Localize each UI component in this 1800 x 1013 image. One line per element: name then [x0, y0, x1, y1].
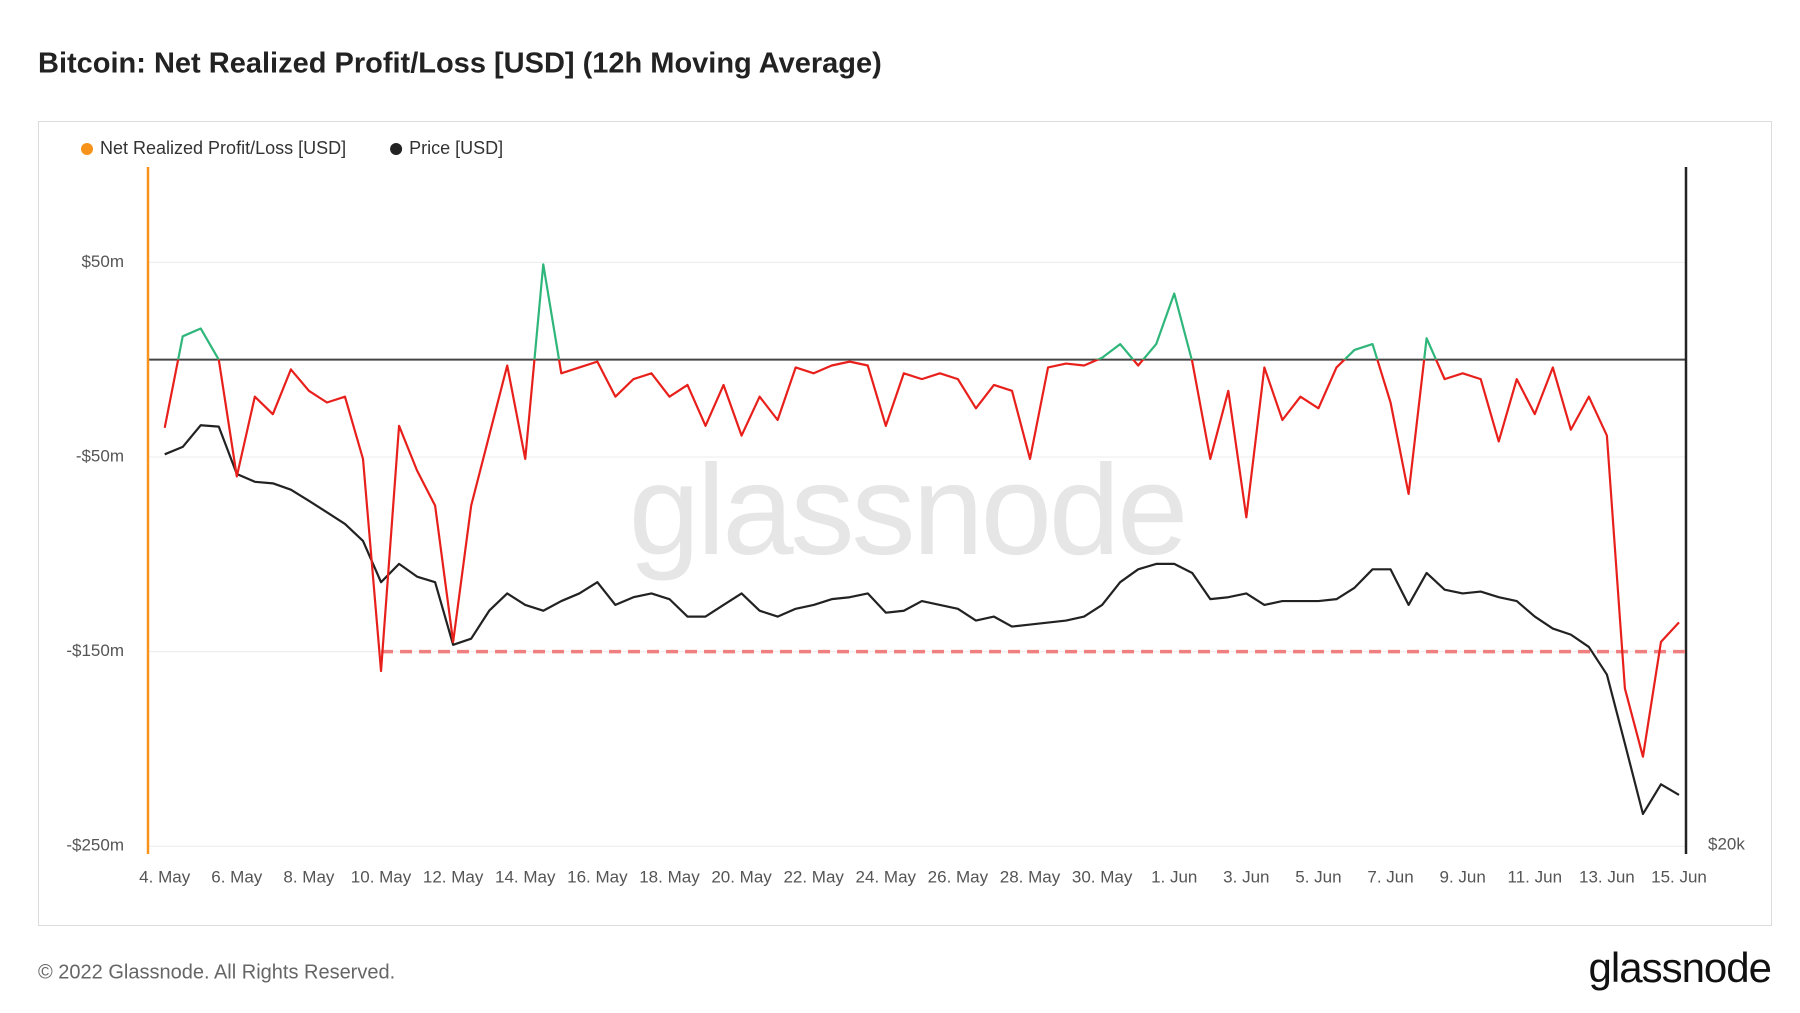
- legend-label: Price [USD]: [409, 138, 503, 158]
- x-tick-label: 3. Jun: [1223, 867, 1269, 886]
- x-tick-label: 5. Jun: [1295, 867, 1341, 886]
- legend-dot: [81, 143, 93, 155]
- x-tick-label: 8. May: [283, 867, 335, 886]
- y-tick-label: -$150m: [66, 641, 124, 660]
- x-tick-label: 11. Jun: [1508, 867, 1563, 886]
- x-tick-label: 4. May: [139, 867, 191, 886]
- x-tick-label: 6. May: [211, 867, 263, 886]
- x-tick-label: 30. May: [1072, 867, 1133, 886]
- watermark: glassnode: [629, 439, 1186, 582]
- x-tick-label: 12. May: [423, 867, 484, 886]
- y-tick-label: -$250m: [66, 836, 124, 855]
- y-tick-label: $50m: [81, 252, 124, 271]
- y2-tick-label: $20k: [1708, 835, 1745, 854]
- x-tick-label: 24. May: [856, 867, 917, 886]
- footer: © 2022 Glassnode. All Rights Reserved.: [38, 961, 395, 983]
- y-tick-label: -$50m: [76, 446, 124, 465]
- x-tick-label: 14. May: [495, 867, 556, 886]
- x-tick-label: 20. May: [711, 867, 772, 886]
- legend-dot: [390, 143, 403, 155]
- x-tick-label: 1. Jun: [1151, 867, 1197, 886]
- x-tick-label: 26. May: [928, 867, 989, 886]
- x-tick-label: 13. Jun: [1579, 867, 1635, 886]
- x-tick-label: 16. May: [567, 867, 628, 886]
- x-tick-label: 7. Jun: [1367, 867, 1413, 886]
- x-tick-label: 18. May: [639, 867, 700, 886]
- price-line: [164, 424, 1680, 816]
- nrpl-line: [163, 263, 1680, 758]
- x-tick-label: 9. Jun: [1440, 867, 1486, 886]
- x-tick-label: 22. May: [783, 867, 844, 886]
- legend-label: Net Realized Profit/Loss [USD]: [100, 138, 346, 158]
- x-tick-label: 28. May: [1000, 867, 1061, 886]
- x-tick-label: 10. May: [351, 867, 412, 886]
- logo: glassnode: [1589, 944, 1771, 991]
- x-tick-label: 15. Jun: [1651, 867, 1707, 886]
- chart-frame: [38, 121, 1772, 926]
- chart-title: Bitcoin: Net Realized Profit/Loss [USD] …: [38, 48, 882, 80]
